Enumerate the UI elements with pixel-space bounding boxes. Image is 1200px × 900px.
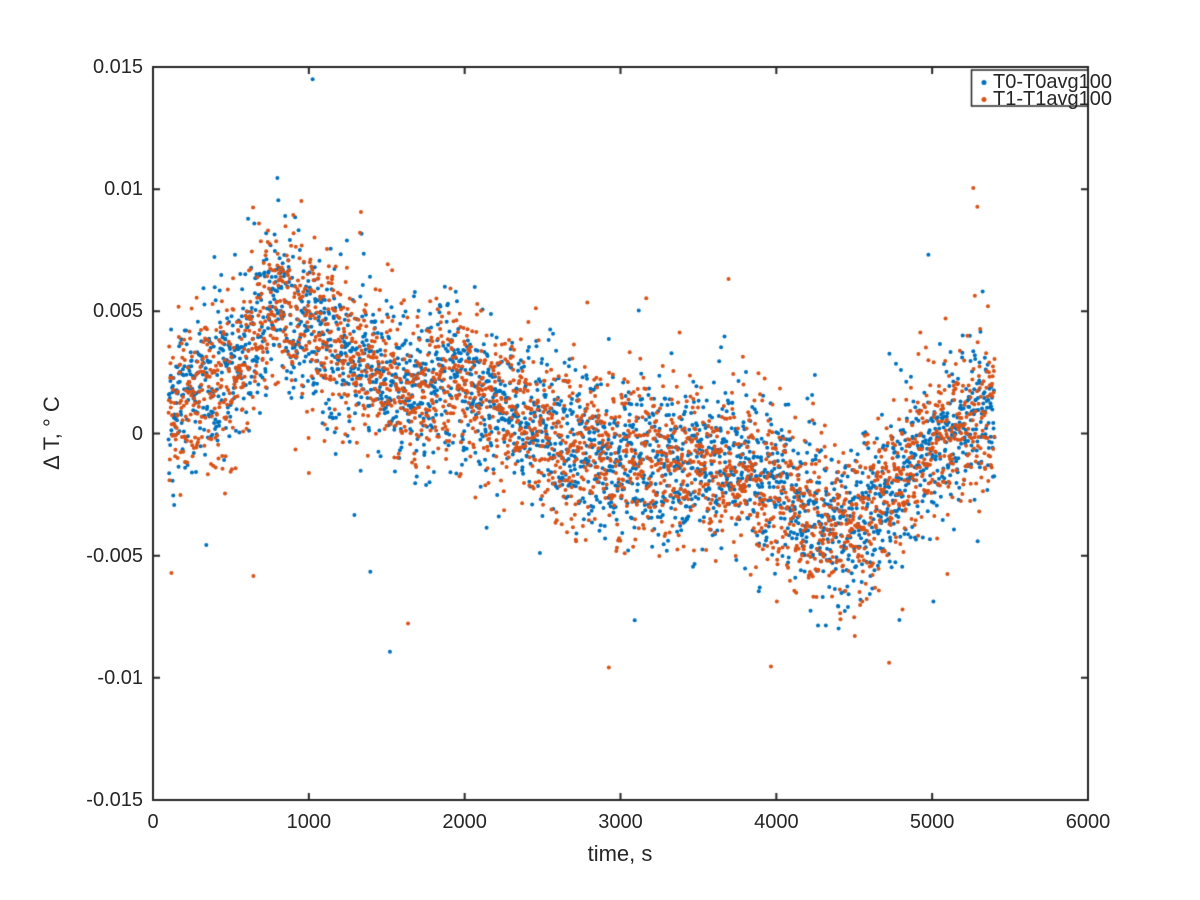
y-tick-label: -0.005 (86, 544, 143, 567)
x-tick-label: 2000 (442, 811, 487, 833)
y-tick-label: -0.01 (97, 666, 143, 689)
y-tick-label: -0.015 (86, 789, 143, 811)
x-axis-label: time, s (587, 841, 653, 866)
x-tick-label: 1000 (286, 811, 332, 833)
x-tick-label: 6000 (1065, 811, 1111, 833)
y-tick-label: 0 (131, 422, 143, 445)
legend-label-t1: T1-T1avg100 (993, 88, 1112, 110)
x-tick-label: 4000 (754, 811, 799, 833)
y-tick-label: 0.015 (92, 56, 143, 78)
legend-label-t0: T0-T0avg100 (993, 71, 1112, 93)
x-tick-label: 3000 (598, 811, 643, 833)
x-tick-label: 5000 (909, 811, 955, 833)
y-tick-label: 0.01 (104, 178, 143, 201)
y-axis-label: Δ T, ° C (39, 396, 64, 470)
y-tick-label: 0.005 (92, 300, 143, 323)
x-tick-label: 0 (147, 811, 159, 833)
